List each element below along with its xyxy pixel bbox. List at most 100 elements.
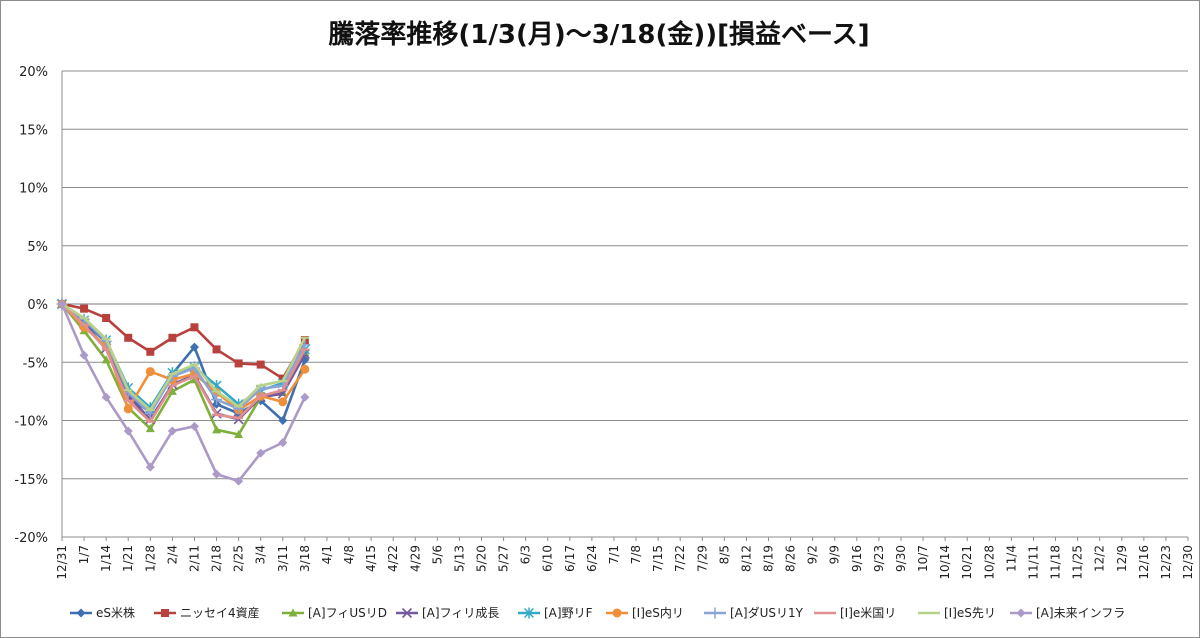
data-point bbox=[211, 394, 223, 406]
x-tick-label: 6/24 bbox=[585, 545, 599, 572]
x-tick-label: 2/4 bbox=[165, 545, 179, 564]
x-tick-label: 3/4 bbox=[254, 545, 268, 564]
data-point bbox=[123, 426, 133, 436]
legend-label: [A]フィUSリD bbox=[308, 606, 387, 620]
data-point bbox=[278, 397, 288, 407]
legend-marker bbox=[161, 609, 169, 617]
x-tick-label: 4/22 bbox=[386, 545, 400, 572]
y-tick-label: 10% bbox=[19, 182, 48, 197]
data-point bbox=[57, 299, 67, 309]
x-tick-label: 4/1 bbox=[320, 545, 334, 564]
legend-marker bbox=[288, 608, 298, 617]
x-tick-label: 6/17 bbox=[563, 545, 577, 572]
series-line bbox=[60, 303, 307, 483]
x-tick-label: 1/7 bbox=[77, 545, 91, 564]
y-tick-label: 0% bbox=[27, 298, 48, 313]
data-point bbox=[146, 347, 155, 356]
data-point bbox=[300, 364, 310, 374]
x-tick-label: 11/18 bbox=[1049, 545, 1063, 580]
x-tick-label: 6/3 bbox=[519, 545, 533, 564]
x-tick-label: 2/11 bbox=[187, 545, 201, 572]
x-tick-label: 3/18 bbox=[298, 545, 312, 572]
x-tick-label: 6/10 bbox=[541, 545, 555, 572]
series-7 bbox=[57, 303, 310, 423]
x-tick-label: 9/23 bbox=[872, 545, 886, 572]
legend-marker bbox=[612, 608, 622, 618]
data-point bbox=[145, 367, 155, 377]
x-tick-label: 8/19 bbox=[762, 545, 776, 572]
x-tick-label: 12/16 bbox=[1137, 545, 1151, 580]
data-point bbox=[101, 392, 111, 402]
y-tick-label: -10% bbox=[14, 415, 48, 430]
legend-entry: [I]eS先リ bbox=[918, 606, 996, 620]
data-point bbox=[123, 404, 133, 414]
data-point bbox=[212, 425, 222, 434]
x-axis-ticks: 12/31 1/7 1/14 1/21 1/28 2/4 2/11 2/18 2/25 3/4 3/… bbox=[55, 545, 1195, 580]
legend-marker bbox=[709, 607, 721, 619]
x-tick-label: 11/4 bbox=[1004, 545, 1018, 572]
x-tick-label: 8/5 bbox=[717, 545, 731, 564]
x-tick-label: 9/16 bbox=[850, 545, 864, 572]
series-5 bbox=[57, 299, 310, 415]
legend-label: [A]フィリ成長 bbox=[422, 606, 499, 620]
x-tick-label: 7/29 bbox=[695, 545, 709, 572]
y-axis-ticks: 20% 15% 10% 5% 0% -5% -10% -15% -20% bbox=[14, 65, 48, 546]
legend-entry: [I]eS内リ bbox=[606, 606, 684, 620]
data-point bbox=[101, 355, 111, 364]
x-tick-label: 12/31 bbox=[55, 545, 69, 580]
x-tick-label: 5/13 bbox=[452, 545, 466, 572]
legend-label: [A]未来インフラ bbox=[1036, 606, 1125, 620]
x-tick-label: 10/28 bbox=[982, 545, 996, 580]
legend-entry: [A]フィUSリD bbox=[282, 606, 387, 620]
y-tick-label: -20% bbox=[14, 531, 48, 546]
legend-label: ニッセイ4資産 bbox=[180, 605, 260, 620]
y-tick-label: 20% bbox=[19, 65, 48, 80]
legend-entry: [A]ダUSリ1Y bbox=[704, 605, 804, 620]
legend-marker bbox=[76, 608, 86, 618]
data-point bbox=[234, 359, 243, 368]
data-point bbox=[168, 333, 177, 342]
x-tick-label: 2/18 bbox=[210, 545, 224, 572]
x-tick-label: 9/9 bbox=[828, 545, 842, 564]
x-tick-label: 7/8 bbox=[629, 545, 643, 564]
legend-entry: [A]野リF bbox=[518, 606, 593, 620]
legend-label: [I]eS先リ bbox=[944, 606, 996, 620]
data-point bbox=[79, 350, 89, 360]
data-point bbox=[189, 421, 199, 431]
x-tick-label: 4/8 bbox=[342, 545, 356, 564]
data-point bbox=[278, 438, 288, 448]
data-point bbox=[167, 386, 177, 395]
x-tick-label: 8/26 bbox=[784, 545, 798, 572]
data-point bbox=[80, 304, 89, 313]
x-tick-label: 9/30 bbox=[894, 545, 908, 572]
chart-title: 騰落率推移(1/3(月)～3/18(金))[損益ベース] bbox=[328, 20, 870, 50]
data-point bbox=[167, 426, 177, 436]
legend-entry: [A]未来インフラ bbox=[1010, 606, 1125, 620]
legend-entry: [I]e米国リ bbox=[814, 606, 896, 620]
data-point bbox=[145, 462, 155, 472]
x-tick-label: 12/9 bbox=[1115, 545, 1129, 572]
data-point bbox=[212, 469, 222, 479]
data-point bbox=[300, 392, 310, 402]
x-tick-label: 7/15 bbox=[651, 545, 665, 572]
x-tick-label: 2/25 bbox=[232, 545, 246, 572]
legend: eS米株 ニッセイ4資産 [A]フィUSリD [A]フィリ成長 [A]野リF [I]eS内… bbox=[70, 605, 1125, 620]
y-tick-label: -5% bbox=[23, 356, 48, 371]
x-tick-label: 1/14 bbox=[99, 545, 113, 572]
grid-lines bbox=[61, 70, 1189, 541]
data-point bbox=[234, 476, 244, 486]
data-point bbox=[256, 448, 266, 458]
legend-entry: eS米株 bbox=[70, 605, 135, 620]
legend-label: [A]野リF bbox=[544, 606, 593, 620]
x-tick-label: 5/6 bbox=[430, 545, 444, 564]
x-tick-label: 5/20 bbox=[474, 545, 488, 572]
x-tick-label: 7/22 bbox=[673, 545, 687, 572]
x-tick-label: 4/15 bbox=[364, 545, 378, 572]
x-tick-label: 7/1 bbox=[607, 545, 621, 564]
data-point bbox=[145, 424, 155, 433]
x-tick-label: 10/14 bbox=[938, 545, 952, 580]
y-tick-label: 15% bbox=[19, 123, 48, 138]
legend-label: [I]e米国リ bbox=[840, 606, 896, 620]
series-line bbox=[61, 302, 306, 409]
legend-entry: [A]フィリ成長 bbox=[396, 606, 499, 620]
